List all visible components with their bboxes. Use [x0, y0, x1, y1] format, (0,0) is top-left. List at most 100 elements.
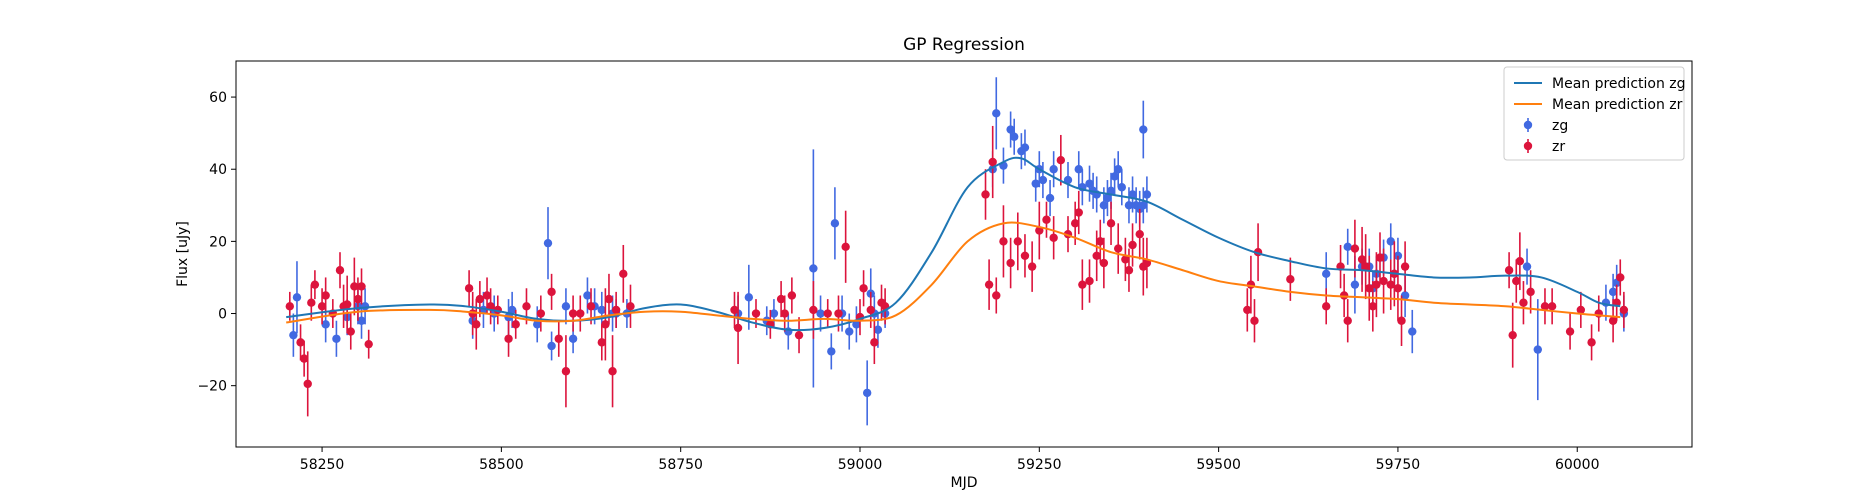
zr-point [1057, 156, 1065, 164]
zr-point [476, 295, 484, 303]
zr-point [824, 309, 832, 317]
zr-point [1075, 208, 1083, 216]
zr-point [1620, 306, 1628, 314]
zg-point [809, 264, 817, 272]
zr-point [307, 299, 315, 307]
zr-point [562, 367, 570, 375]
zr-point [1125, 266, 1133, 274]
zg-point [1046, 194, 1054, 202]
zr-point [795, 331, 803, 339]
legend-zr-points-swatch [1524, 142, 1532, 150]
zg-point [1344, 243, 1352, 251]
zr-point [870, 338, 878, 346]
zg-point [845, 327, 853, 335]
zr-point [608, 367, 616, 375]
zr-point [985, 280, 993, 288]
x-tick-label: 59000 [838, 457, 883, 473]
zr-point [1548, 302, 1556, 310]
zr-point [1085, 277, 1093, 285]
zr-point [522, 302, 530, 310]
zg-point [293, 293, 301, 301]
zg-point [831, 219, 839, 227]
zg-point [1010, 133, 1018, 141]
zr-point [286, 302, 294, 310]
zg-point [1351, 280, 1359, 288]
x-tick-label: 58750 [658, 457, 703, 473]
zg-point [1534, 345, 1542, 353]
zr-point [576, 309, 584, 317]
legend-zg-line-label: Mean prediction zg [1552, 76, 1686, 92]
zr-point [780, 309, 788, 317]
zr-point [357, 282, 365, 290]
zg-point [544, 239, 552, 247]
zr-point [1286, 275, 1294, 283]
zr-point [336, 266, 344, 274]
zg-point [1049, 165, 1057, 173]
zr-point [465, 284, 473, 292]
zg-point [332, 335, 340, 343]
zr-point [1519, 299, 1527, 307]
zr-point [472, 320, 480, 328]
zr-point [834, 309, 842, 317]
zr-point [1379, 277, 1387, 285]
zr-point [841, 243, 849, 251]
zr-point [321, 291, 329, 299]
zr-point [752, 309, 760, 317]
y-tick-label: 20 [209, 234, 227, 250]
zr-point [1078, 280, 1086, 288]
zr-point [343, 300, 351, 308]
zr-point [512, 320, 520, 328]
zr-point [1397, 317, 1405, 325]
zg-point [1039, 176, 1047, 184]
x-tick-label: 59250 [1017, 457, 1062, 473]
zr-point [1344, 317, 1352, 325]
zr-point [619, 270, 627, 278]
zr-point [1107, 219, 1115, 227]
zr-point [537, 309, 545, 317]
zr-point [1250, 317, 1258, 325]
zr-point [859, 284, 867, 292]
legend-zg-points-swatch [1524, 121, 1532, 129]
zg-point [547, 342, 555, 350]
chart-title: GP Regression [903, 35, 1025, 55]
zr-point [364, 340, 372, 348]
zg-point [816, 309, 824, 317]
zr-point [1014, 237, 1022, 245]
zr-point [1351, 244, 1359, 252]
zr-point [547, 288, 555, 296]
zr-point [1508, 331, 1516, 339]
zr-point [1505, 266, 1513, 274]
y-tick-label: −20 [197, 379, 227, 395]
y-axis-label: Flux [uJy] [175, 221, 191, 287]
y-tick-label: 40 [209, 162, 227, 178]
zr-point [569, 309, 577, 317]
x-tick-label: 59750 [1376, 457, 1421, 473]
zr-point [1136, 230, 1144, 238]
zg-point [1139, 125, 1147, 133]
zr-point [311, 280, 319, 288]
zr-point [1516, 257, 1524, 265]
x-tick-label: 58500 [479, 457, 524, 473]
zg-point [863, 389, 871, 397]
legend-zg-points-label: zg [1552, 118, 1568, 134]
legend-zr-points-label: zr [1552, 139, 1565, 155]
y-tick-label: 0 [218, 307, 227, 323]
zr-point [1021, 252, 1029, 260]
zr-point [1006, 259, 1014, 267]
zg-point [745, 293, 753, 301]
zr-point [555, 335, 563, 343]
zr-point [1394, 284, 1402, 292]
zg-point [1021, 143, 1029, 151]
zr-point [1049, 234, 1057, 242]
zr-point [1114, 244, 1122, 252]
x-tick-label: 58250 [300, 457, 345, 473]
x-axis-label: MJD [951, 475, 978, 491]
zr-point [734, 324, 742, 332]
legend-zr-line-label: Mean prediction zr [1552, 97, 1683, 113]
zr-point [992, 291, 1000, 299]
x-tick-label: 59500 [1196, 457, 1241, 473]
zr-point [612, 306, 620, 314]
zg-point [1118, 183, 1126, 191]
zr-point [1100, 259, 1108, 267]
